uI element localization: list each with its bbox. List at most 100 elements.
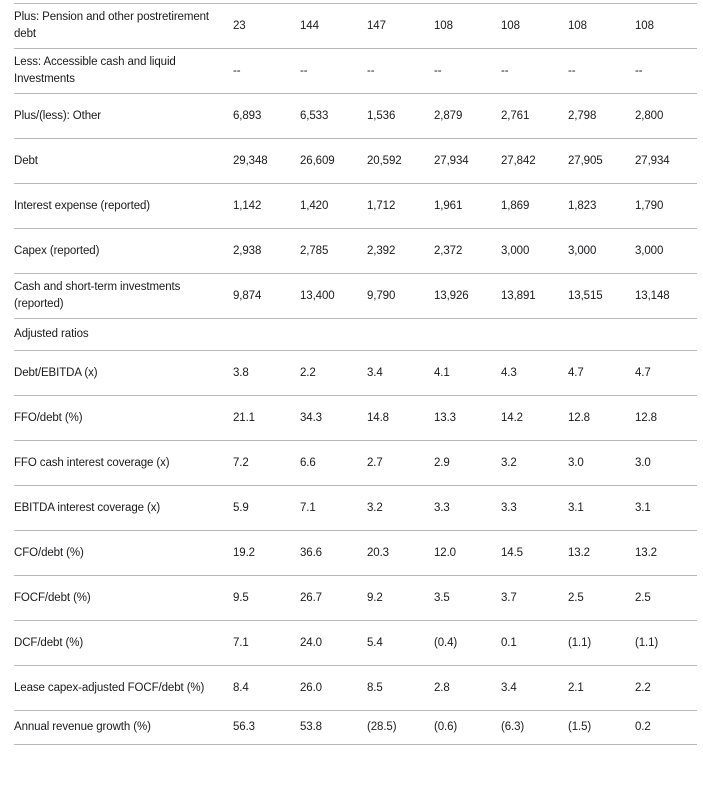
cell-value: 3.3 xyxy=(434,501,450,514)
cell-value: 7.2 xyxy=(233,456,249,469)
cell-value: 2,798 xyxy=(568,109,597,122)
cell-value: 3.7 xyxy=(501,591,517,604)
cell-value: 6,893 xyxy=(233,109,262,122)
cell-value: 53.8 xyxy=(300,721,322,733)
cell-value: 2.5 xyxy=(635,591,651,604)
cell-value: 27,842 xyxy=(501,154,536,167)
table-row: Plus/(less): Other 6,893 6,533 1,536 2,879 2,… xyxy=(14,93,697,138)
table-row: FFO cash interest coverage (x) 7.2 6.6 2.7 2… xyxy=(14,440,697,485)
cell-value: 26.7 xyxy=(300,591,322,604)
cell-value: 12.8 xyxy=(635,411,657,424)
cell-value: 3.5 xyxy=(434,591,450,604)
section-header-row: Adjusted ratios xyxy=(14,318,697,350)
cell-value: -- xyxy=(233,64,241,77)
cell-value: 2.8 xyxy=(434,681,450,694)
cell-value: -- xyxy=(434,64,442,77)
cell-value: 29,348 xyxy=(233,154,268,167)
cell-value: 2,879 xyxy=(434,109,463,122)
cell-value: -- xyxy=(501,64,509,77)
cell-value: 1,142 xyxy=(233,199,262,212)
cell-value: 7.1 xyxy=(233,636,249,649)
table-row: DCF/debt (%) 7.1 24.0 5.4 (0.4) 0.1 (1.1) (1.1) xyxy=(14,620,697,665)
row-label: FFO cash interest coverage (x) xyxy=(14,456,170,469)
table-row: Plus: Pension and other postretirement d… xyxy=(14,3,697,48)
cell-value: 3,000 xyxy=(635,244,664,257)
cell-value: 8.5 xyxy=(367,681,383,694)
cell-value: 6.6 xyxy=(300,456,316,469)
cell-value: 13,515 xyxy=(568,289,603,302)
cell-value: 147 xyxy=(367,19,386,32)
cell-value: 13.3 xyxy=(434,411,456,424)
table-row: Lease capex-adjusted FOCF/debt (%) 8.4 26.… xyxy=(14,665,697,710)
row-label: Interest expense (reported) xyxy=(14,199,151,212)
cell-value: 14.5 xyxy=(501,546,523,559)
cell-value: 2.9 xyxy=(434,456,450,469)
cell-value: 13,400 xyxy=(300,289,335,302)
cell-value: 4.1 xyxy=(434,366,450,379)
cell-value: 3.0 xyxy=(568,456,584,469)
cell-value: 2,938 xyxy=(233,244,262,257)
cell-value: 56.3 xyxy=(233,721,255,733)
table-row: Annual revenue growth (%) 56.3 53.8 (28.5) (… xyxy=(14,710,697,745)
cell-value: 12.0 xyxy=(434,546,456,559)
cell-value: 7.1 xyxy=(300,501,316,514)
cell-value: 27,905 xyxy=(568,154,603,167)
cell-value: 13,148 xyxy=(635,289,670,302)
cell-value: 2,785 xyxy=(300,244,329,257)
cell-value: 1,869 xyxy=(501,199,530,212)
cell-value: 6,533 xyxy=(300,109,329,122)
cell-value: 3.1 xyxy=(568,501,584,514)
cell-value: 2.2 xyxy=(300,366,316,379)
cell-value: 9.2 xyxy=(367,591,383,604)
row-label: Plus: Pension and other postretirement d… xyxy=(14,11,210,40)
cell-value: 2.5 xyxy=(568,591,584,604)
cell-value: (0.6) xyxy=(434,721,458,733)
cell-value: (1.1) xyxy=(635,636,659,649)
row-label: Debt/EBITDA (x) xyxy=(14,366,98,379)
cell-value: 1,420 xyxy=(300,199,329,212)
cell-value: 2.2 xyxy=(635,681,651,694)
table-row: Capex (reported) 2,938 2,785 2,392 2,372 3,00… xyxy=(14,228,697,273)
cell-value: (28.5) xyxy=(367,721,397,733)
row-label: Lease capex-adjusted FOCF/debt (%) xyxy=(14,681,205,694)
cell-value: 3.1 xyxy=(635,501,651,514)
row-label: FOCF/debt (%) xyxy=(14,591,91,604)
cell-value: 4.7 xyxy=(568,366,584,379)
cell-value: 3.4 xyxy=(367,366,383,379)
table-row: FOCF/debt (%) 9.5 26.7 9.2 3.5 3.7 2.5 2.5 xyxy=(14,575,697,620)
table-row: Less: Accessible cash and liquid Investm… xyxy=(14,48,697,93)
cell-value: -- xyxy=(635,64,643,77)
cell-value: 1,712 xyxy=(367,199,396,212)
row-label: CFO/debt (%) xyxy=(14,546,84,559)
row-label: Plus/(less): Other xyxy=(14,109,102,122)
cell-value: 108 xyxy=(568,19,587,32)
cell-value: 9,790 xyxy=(367,289,396,302)
cell-value: 3,000 xyxy=(501,244,530,257)
cell-value: 108 xyxy=(635,19,654,32)
cell-value: 26,609 xyxy=(300,154,335,167)
cell-value: 0.1 xyxy=(501,636,517,649)
cell-value: -- xyxy=(568,64,576,77)
cell-value: 3.8 xyxy=(233,366,249,379)
cell-value: (6.3) xyxy=(501,721,525,733)
cell-value: 13.2 xyxy=(635,546,657,559)
cell-value: (0.4) xyxy=(434,636,458,649)
row-label: Less: Accessible cash and liquid Investm… xyxy=(14,56,176,85)
cell-value: 9.5 xyxy=(233,591,249,604)
cell-value: 3.4 xyxy=(501,681,517,694)
cell-value: 27,934 xyxy=(635,154,670,167)
financial-table: Plus: Pension and other postretirement d… xyxy=(14,3,697,745)
cell-value: -- xyxy=(300,64,308,77)
cell-value: (1.5) xyxy=(568,721,592,733)
cell-value: 0.2 xyxy=(635,721,651,733)
section-header-label: Adjusted ratios xyxy=(14,328,89,340)
cell-value: 23 xyxy=(233,19,246,32)
cell-value: 144 xyxy=(300,19,319,32)
cell-value: 20.3 xyxy=(367,546,389,559)
cell-value: 21.1 xyxy=(233,411,255,424)
row-label: Debt xyxy=(14,154,38,167)
row-label: Annual revenue growth (%) xyxy=(14,721,151,733)
row-label: Cash and short-term investments (reporte… xyxy=(14,281,181,310)
cell-value: 4.3 xyxy=(501,366,517,379)
cell-value: 24.0 xyxy=(300,636,322,649)
